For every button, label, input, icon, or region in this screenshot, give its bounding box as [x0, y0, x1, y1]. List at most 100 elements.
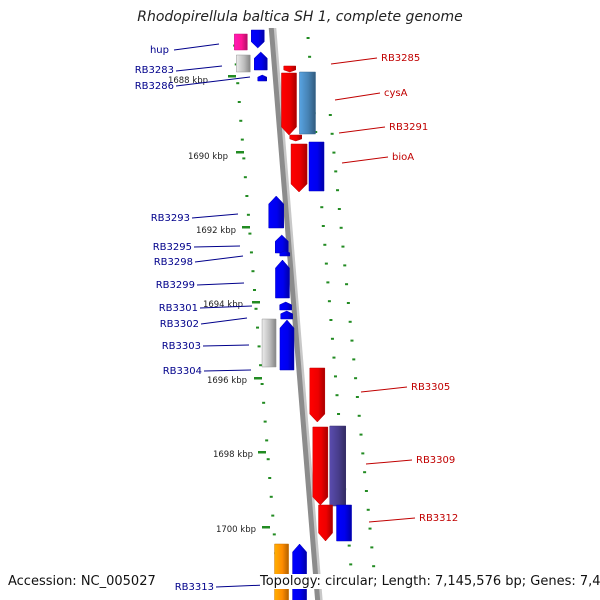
- kbp-tick-mark: [242, 226, 250, 229]
- tick-dot: [323, 243, 327, 246]
- gene-leader-line: [360, 386, 408, 393]
- topology-text: Topology: circular; Length: 7,145,576 bp…: [260, 574, 600, 589]
- tick-dot: [260, 383, 264, 385]
- tick-dot: [269, 495, 273, 498]
- gene-label-RB3291: RB3291: [389, 122, 428, 133]
- tick-dot: [306, 37, 310, 39]
- gene-label-RB3286: RB3286: [135, 81, 174, 92]
- gene-label-RB3283: RB3283: [135, 65, 174, 76]
- tick-dot: [363, 471, 367, 474]
- gene-label-RB3304: RB3304: [163, 366, 202, 377]
- kbp-tick-mark: [252, 301, 260, 304]
- gene-label-RB3302: RB3302: [160, 319, 199, 330]
- tick-dot: [332, 151, 336, 154]
- tick-dot: [271, 514, 275, 517]
- gene-leader-line: [191, 213, 239, 219]
- gene-arrow-forward: [279, 250, 291, 257]
- gene-leader-line: [175, 65, 223, 72]
- gene-label-RB3303: RB3303: [162, 341, 201, 352]
- tick-dot: [243, 176, 247, 179]
- tick-dot: [335, 394, 339, 397]
- gene-arrow-reverse: [336, 504, 352, 542]
- kbp-tick-mark: [262, 526, 270, 529]
- gene-leader-line: [203, 369, 252, 372]
- tick-dot: [268, 477, 272, 479]
- tick-dot: [259, 364, 263, 367]
- tick-dot: [249, 251, 253, 254]
- tick-dot: [266, 458, 270, 461]
- tick-dot: [254, 307, 258, 310]
- gene-label-RB3313: RB3313: [175, 582, 214, 593]
- tick-dot: [328, 114, 332, 116]
- tick-dot: [240, 138, 244, 141]
- gene-label-RB3285: RB3285: [381, 53, 420, 64]
- tick-dot: [339, 226, 343, 229]
- tick-dot: [257, 345, 261, 348]
- tick-dot: [251, 270, 255, 273]
- kbp-tick-mark: [258, 451, 266, 454]
- gene-leader-line: [334, 92, 381, 101]
- gene-arrow-reverse: [312, 426, 329, 506]
- tick-dot: [359, 433, 363, 436]
- gene-arrow-reverse: [281, 72, 297, 136]
- gene-arrow-reverse: [309, 367, 326, 423]
- tick-dot: [366, 508, 370, 511]
- tick-dot: [324, 262, 328, 265]
- tick-dot: [337, 413, 341, 415]
- tick-dot: [368, 527, 372, 530]
- tick-dot: [341, 245, 345, 248]
- tick-dot: [364, 490, 368, 492]
- kbp-tick-label: 1690 kbp: [188, 152, 228, 162]
- gene-leader-line: [194, 255, 244, 263]
- tick-dot: [262, 401, 266, 404]
- kbp-tick-mark: [228, 75, 236, 78]
- tick-dot: [242, 157, 246, 160]
- gene-arrow-reverse: [299, 71, 316, 135]
- gene-label-RB3301: RB3301: [159, 303, 198, 314]
- tick-dot: [252, 289, 256, 291]
- gene-arrow-reverse: [290, 143, 308, 193]
- gene-arrow-forward: [251, 29, 265, 49]
- gene-leader-line: [215, 584, 266, 588]
- gene-leader-line: [199, 305, 253, 309]
- kbp-tick-label: 1696 kbp: [207, 376, 247, 386]
- gene-arrow-forward: [279, 319, 295, 371]
- gene-label-RB3295: RB3295: [153, 242, 192, 253]
- gene-arrow-forward: [280, 310, 293, 320]
- gene-label-RB3312: RB3312: [419, 513, 458, 524]
- gene-leader-line: [202, 344, 250, 347]
- kbp-tick-label: 1698 kbp: [213, 450, 253, 460]
- tick-dot: [329, 319, 333, 321]
- tick-dot: [348, 320, 352, 323]
- tick-dot: [265, 439, 269, 442]
- gene-label-cysA: cysA: [384, 88, 408, 99]
- gene-label-RB3299: RB3299: [156, 280, 195, 291]
- tick-dot: [256, 326, 260, 329]
- tick-dot: [330, 337, 334, 340]
- tick-dot: [320, 206, 324, 209]
- gene-arrow-forward: [279, 301, 292, 311]
- tick-dot: [232, 26, 235, 28]
- kbp-tick-mark: [228, 0, 236, 2]
- tick-dot: [263, 420, 267, 423]
- tick-dot: [327, 300, 331, 303]
- gene-leader-line: [173, 43, 220, 51]
- gene-arrow-reverse: [329, 425, 347, 507]
- gene-arrow-forward: [234, 33, 248, 51]
- gene-arrow-forward: [254, 51, 268, 71]
- gene-arrow-reverse: [283, 65, 297, 73]
- tick-dot: [346, 302, 350, 304]
- tick-dot: [239, 119, 243, 122]
- kbp-tick-label: 1700 kbp: [216, 525, 256, 535]
- tick-dot: [357, 414, 361, 417]
- tick-dot: [308, 55, 312, 58]
- tick-dot: [337, 208, 341, 210]
- gene-arrow-forward: [292, 543, 307, 600]
- tick-dot: [343, 264, 347, 267]
- tick-dot: [349, 563, 353, 566]
- tick-dot: [336, 189, 340, 192]
- map-title: Rhodopirellula baltica SH 1, complete ge…: [137, 9, 463, 25]
